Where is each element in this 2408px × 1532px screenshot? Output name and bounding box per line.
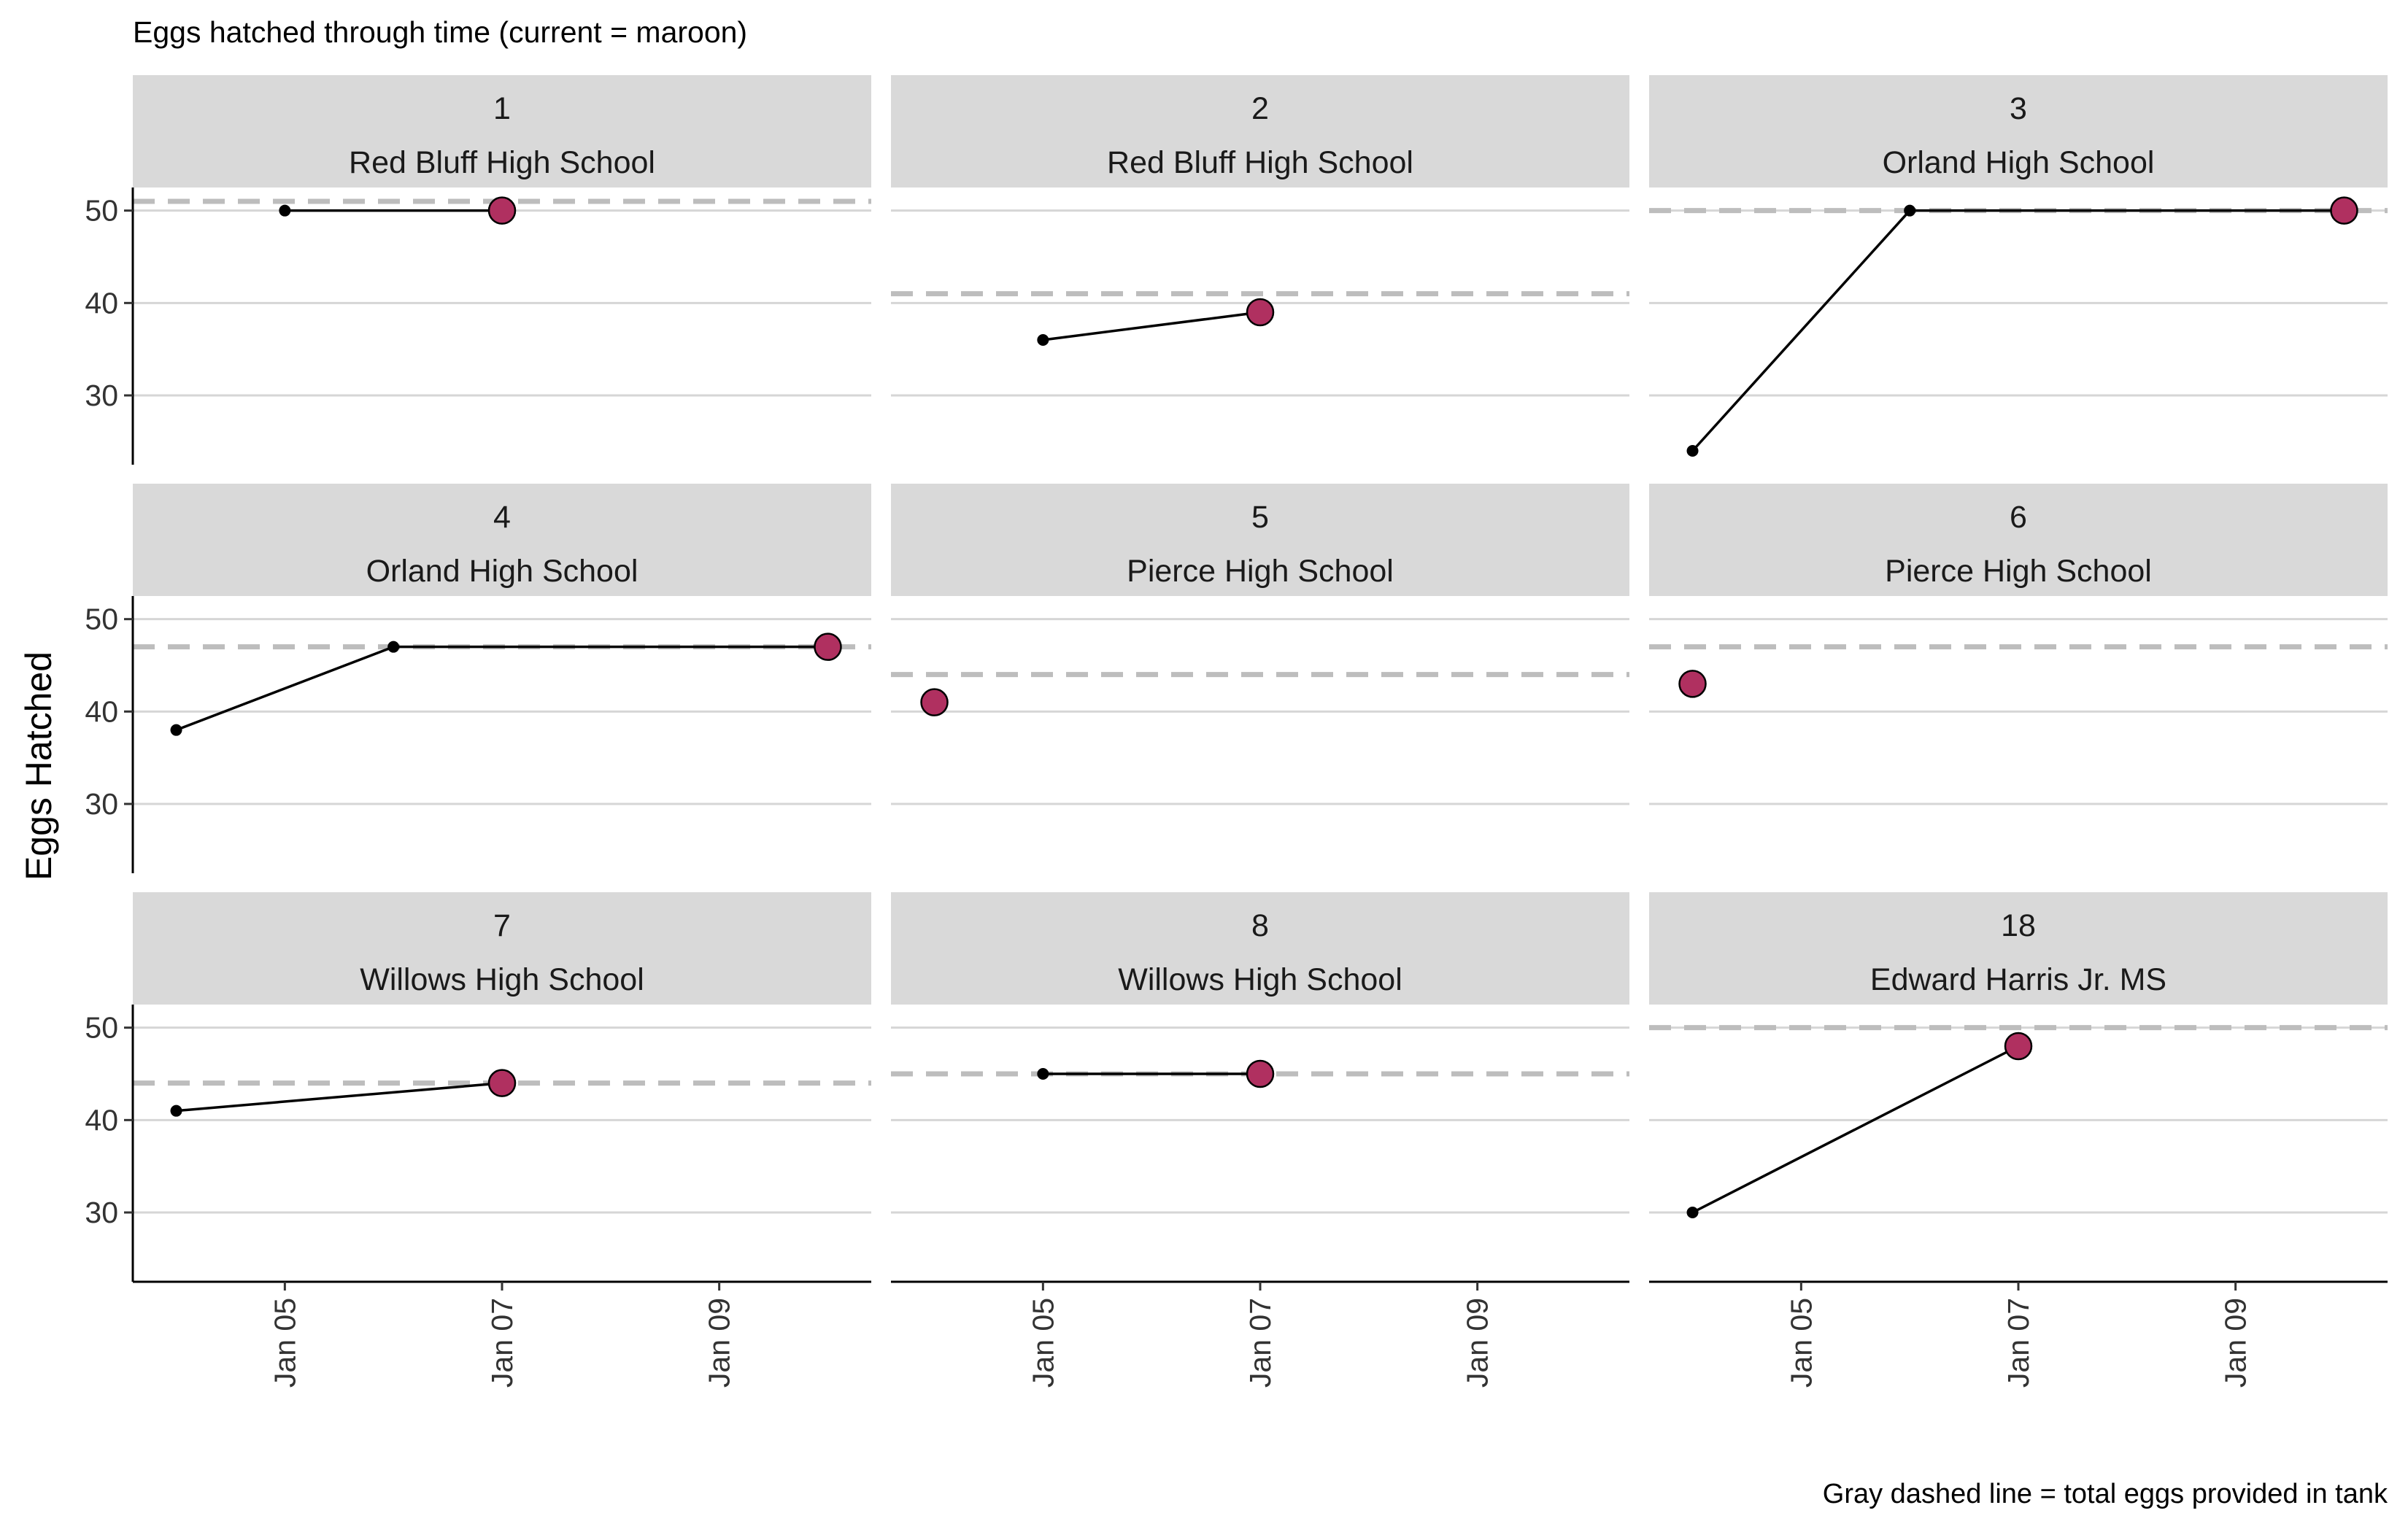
facet-strip	[133, 892, 871, 1005]
facet-panel-3: 3 Orland High School	[1649, 75, 2388, 457]
y-tick-label: 30	[85, 379, 118, 412]
y-tick-label: 30	[85, 1196, 118, 1229]
y-tick-label: 50	[85, 1011, 118, 1045]
facet-strip	[133, 75, 871, 187]
data-point	[1037, 1068, 1049, 1080]
facet-panel-4: 4 Orland High School 30 40 50	[85, 484, 871, 873]
y-tick-label: 40	[85, 286, 118, 320]
facet-strip	[891, 484, 1629, 596]
current-data-point	[1246, 298, 1275, 327]
facet-strip	[891, 75, 1629, 187]
data-point	[1904, 204, 1916, 217]
facet-panel-6: 6 Pierce High School	[1649, 484, 2388, 805]
y-tick-label: 40	[85, 695, 118, 728]
facet-panels: 1 Red Bluff High School 30 40 50 2 Red Bluff H…	[85, 75, 2388, 1388]
eggs-hatched-line	[175, 645, 828, 732]
facet-panel-5: 5 Pierce High School	[891, 484, 1629, 805]
facet-panel-2: 2 Red Bluff High School	[891, 75, 1629, 397]
x-tick-label: Jan 05	[1784, 1298, 1818, 1388]
y-tick-label: 30	[85, 787, 118, 821]
current-data-point	[2004, 1032, 2033, 1061]
eggs-hatched-line	[1043, 311, 1261, 341]
facet-strip-school: Willows High School	[360, 962, 644, 997]
facet-panel-18: 18 Edward Harris Jr. MS Jan 05 Jan 07 Jan 09	[1649, 892, 2388, 1388]
x-tick-label: Jan 09	[703, 1298, 736, 1388]
facet-strip-school: Red Bluff High School	[349, 145, 655, 180]
eggs-hatched-line	[176, 1081, 503, 1113]
facet-strip	[1649, 484, 2388, 596]
data-point	[387, 641, 400, 653]
facet-strip-school: Edward Harris Jr. MS	[1870, 962, 2166, 997]
facet-strip-school: Pierce High School	[1885, 554, 2152, 589]
facet-strip-tank-id: 18	[2001, 908, 2036, 943]
data-point	[279, 204, 291, 217]
x-tick-label: Jan 05	[268, 1298, 301, 1388]
current-data-point	[920, 688, 949, 716]
eggs-hatched-line	[1691, 209, 2345, 452]
facet-strip-tank-id: 3	[2010, 91, 2027, 126]
facet-panel-7: 7 Willows High School 30 40 50 Jan 05 Jan 07 Ja…	[85, 892, 871, 1388]
facet-panel-1: 1 Red Bluff High School 30 40 50	[85, 75, 871, 465]
facet-strip-school: Pierce High School	[1127, 554, 1394, 589]
x-tick-label: Jan 09	[1461, 1298, 1494, 1388]
data-point	[1037, 334, 1049, 346]
data-point	[170, 724, 182, 736]
facet-strip	[133, 484, 871, 596]
facet-strip-school: Orland High School	[1883, 145, 2155, 180]
current-data-point	[487, 196, 517, 225]
x-tick-label: Jan 07	[2002, 1298, 2035, 1388]
facet-strip-tank-id: 2	[1251, 91, 1269, 126]
chart-title: Eggs hatched through time (current = mar…	[133, 15, 747, 49]
x-tick-label: Jan 09	[2219, 1298, 2253, 1388]
y-axis-label: Eggs Hatched	[18, 651, 59, 881]
facet-strip-school: Red Bluff High School	[1107, 145, 1413, 180]
facet-strip-tank-id: 5	[1251, 500, 1269, 535]
facet-strip	[1649, 892, 2388, 1005]
data-point	[1686, 445, 1699, 457]
facet-strip	[891, 892, 1629, 1005]
x-tick-label: Jan 07	[1243, 1298, 1277, 1388]
facet-strip-tank-id: 8	[1251, 908, 1269, 943]
chart-caption: Gray dashed line = total eggs provided i…	[1823, 1479, 2388, 1509]
current-data-point	[814, 632, 842, 661]
current-data-point	[2330, 196, 2358, 225]
x-tick-label: Jan 07	[485, 1298, 519, 1388]
data-point	[1686, 1207, 1699, 1218]
facet-strip-tank-id: 7	[493, 908, 511, 943]
current-data-point	[1246, 1059, 1275, 1088]
facet-panel-8: 8 Willows High School Jan 05 Jan 07 Jan 09	[891, 892, 1629, 1388]
y-tick-label: 50	[85, 603, 118, 636]
facet-strip-school: Willows High School	[1118, 962, 1402, 997]
facet-strip-tank-id: 6	[2010, 500, 2027, 535]
data-point	[170, 1104, 182, 1117]
facet-strip-tank-id: 1	[493, 91, 511, 126]
y-tick-label: 50	[85, 194, 118, 228]
current-data-point	[1678, 670, 1707, 698]
facet-strip-tank-id: 4	[493, 500, 511, 535]
y-tick-label: 40	[85, 1103, 118, 1137]
facet-strip	[1649, 75, 2388, 187]
eggs-hatched-line	[1691, 1045, 2019, 1214]
x-tick-label: Jan 05	[1026, 1298, 1060, 1388]
current-data-point	[487, 1069, 517, 1097]
facet-strip-school: Orland High School	[366, 554, 638, 589]
